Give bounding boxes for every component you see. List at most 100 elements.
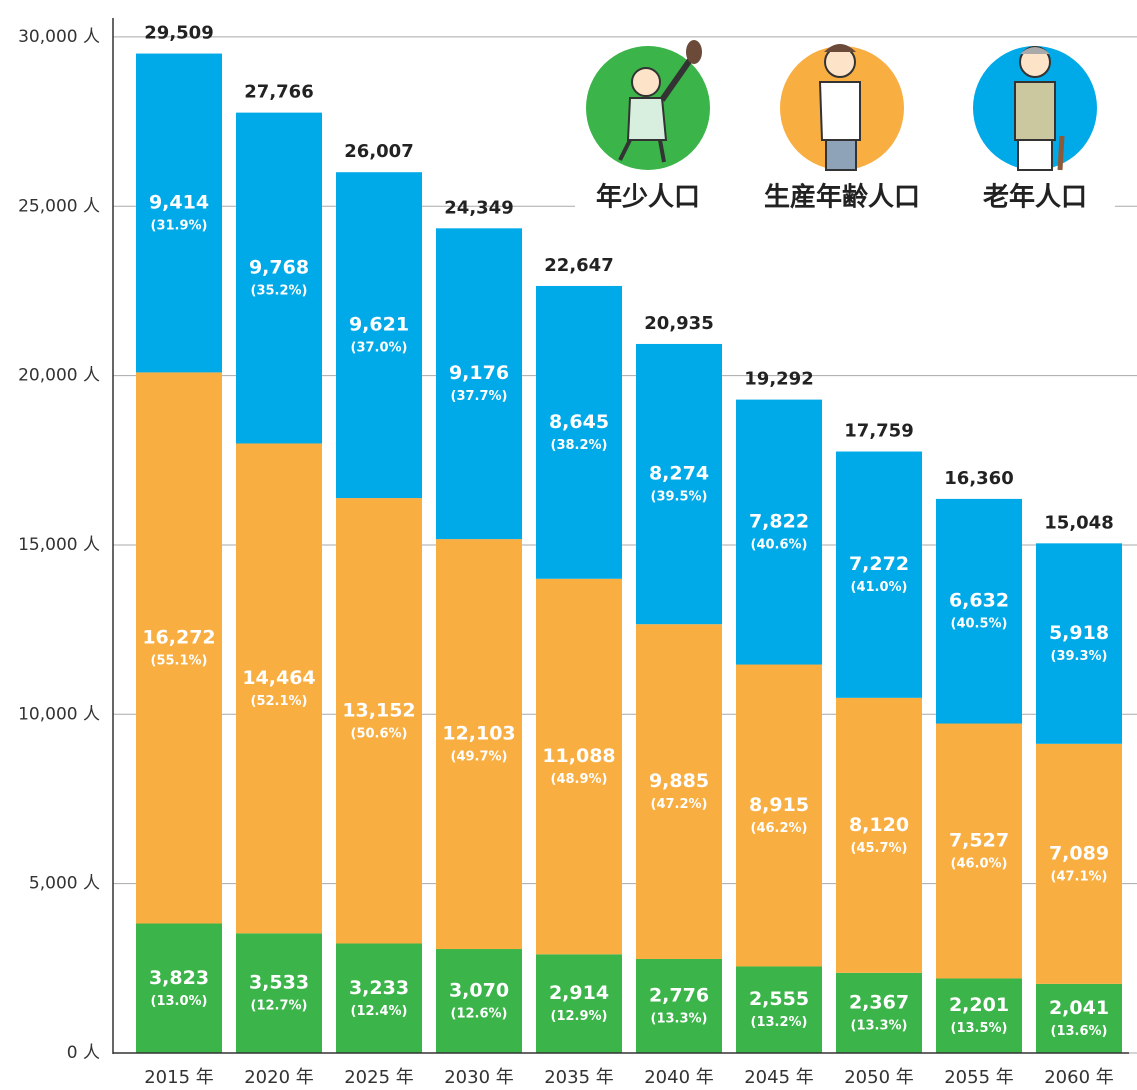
- value-label: 2,201: [949, 994, 1009, 1016]
- share-label: (46.0%): [951, 856, 1008, 871]
- value-label: 7,272: [849, 553, 909, 575]
- share-label: (13.2%): [751, 1015, 808, 1030]
- share-label: (13.3%): [851, 1018, 908, 1033]
- bar-segment: [636, 343, 722, 625]
- bar-segment: [436, 228, 522, 540]
- legend-label: 年少人口: [596, 182, 700, 213]
- x-tick-label: 2045 年: [744, 1067, 814, 1088]
- bar-segment: [736, 664, 822, 967]
- total-label: 27,766: [244, 82, 313, 103]
- share-label: (37.0%): [351, 341, 408, 356]
- x-tick-label: 2060 年: [1044, 1067, 1114, 1088]
- share-label: (39.3%): [1051, 649, 1108, 664]
- legend-icon: [780, 44, 904, 171]
- legend-backdrop: [575, 178, 1115, 218]
- share-label: (41.0%): [851, 580, 908, 595]
- value-label: 2,776: [649, 984, 709, 1006]
- legend-label: 老年人口: [983, 182, 1087, 213]
- value-label: 9,885: [649, 770, 709, 792]
- value-label: 5,918: [1049, 622, 1109, 644]
- x-tick-label: 2055 年: [944, 1067, 1014, 1088]
- bar-segment: [336, 172, 422, 499]
- bar-segment: [136, 923, 222, 1053]
- total-label: 22,647: [544, 255, 613, 276]
- bar-segment: [136, 372, 222, 924]
- value-label: 2,041: [1049, 997, 1109, 1019]
- value-label: 8,274: [649, 463, 709, 485]
- x-tick-label: 2015 年: [144, 1067, 214, 1088]
- x-tick-label: 2040 年: [644, 1067, 714, 1088]
- bar-segment: [836, 451, 922, 698]
- value-label: 11,088: [542, 745, 615, 767]
- x-tick-label: 2025 年: [344, 1067, 414, 1088]
- legend: 年少人口 生産年齢人口 老年人口: [575, 40, 1115, 218]
- value-label: 8,645: [549, 411, 609, 433]
- legend-icon: [973, 46, 1097, 171]
- share-label: (47.1%): [1051, 869, 1108, 884]
- value-label: 8,120: [849, 814, 909, 836]
- value-label: 9,768: [249, 257, 309, 279]
- value-label: 13,152: [342, 699, 415, 721]
- value-label: 3,233: [349, 977, 409, 999]
- share-label: (48.9%): [551, 772, 608, 787]
- value-label: 16,272: [142, 626, 215, 648]
- value-label: 3,533: [249, 972, 309, 994]
- share-label: (12.6%): [451, 1007, 508, 1022]
- value-label: 7,089: [1049, 842, 1109, 864]
- share-label: (50.6%): [351, 726, 408, 741]
- bar-segment: [336, 498, 422, 944]
- total-label: 17,759: [844, 421, 913, 442]
- share-label: (55.1%): [151, 653, 208, 668]
- bar-segment: [736, 399, 822, 665]
- total-label: 20,935: [644, 313, 713, 334]
- bar-segment: [536, 578, 622, 955]
- share-label: (37.7%): [451, 389, 508, 404]
- bar-segment: [1036, 983, 1122, 1053]
- bar-segment: [936, 978, 1022, 1053]
- bar-segment: [336, 943, 422, 1053]
- bar-segment: [536, 954, 622, 1053]
- share-label: (31.9%): [151, 218, 208, 233]
- x-tick-label: 2050 年: [844, 1067, 914, 1088]
- y-tick-label: 5,000 人: [29, 874, 100, 894]
- bar-segment: [236, 443, 322, 934]
- value-label: 7,527: [949, 829, 1009, 851]
- bar-segment: [736, 966, 822, 1053]
- value-label: 6,632: [949, 590, 1009, 612]
- bar-segment: [836, 697, 922, 973]
- value-label: 3,823: [149, 967, 209, 989]
- x-tick-label: 2030 年: [444, 1067, 514, 1088]
- x-tick-label: 2035 年: [544, 1067, 614, 1088]
- bar-segment: [136, 53, 222, 373]
- value-label: 12,103: [442, 723, 515, 745]
- share-label: (12.7%): [251, 999, 308, 1014]
- total-label: 26,007: [344, 141, 413, 162]
- share-label: (45.7%): [851, 841, 908, 856]
- share-label: (35.2%): [251, 284, 308, 299]
- share-label: (13.3%): [651, 1011, 708, 1026]
- bar-segment: [536, 285, 622, 579]
- value-label: 9,621: [349, 314, 409, 336]
- share-label: (39.5%): [651, 490, 708, 505]
- share-label: (49.7%): [451, 750, 508, 765]
- y-tick-label: 10,000 人: [18, 704, 100, 724]
- share-label: (40.6%): [751, 538, 808, 553]
- share-label: (47.2%): [651, 797, 708, 812]
- total-label: 16,360: [944, 468, 1013, 489]
- legend-icon: [586, 40, 710, 170]
- bar-segment: [436, 949, 522, 1053]
- x-tick-label: 2020 年: [244, 1067, 314, 1088]
- bar-segment: [1036, 743, 1122, 984]
- legend-label: 生産年齢人口: [764, 182, 920, 213]
- total-label: 29,509: [144, 23, 213, 44]
- bar-segment: [236, 112, 322, 444]
- value-label: 9,414: [149, 191, 209, 213]
- share-label: (12.4%): [351, 1004, 408, 1019]
- total-label: 15,048: [1044, 512, 1113, 533]
- value-label: 7,822: [749, 511, 809, 533]
- value-label: 2,367: [849, 991, 909, 1013]
- value-label: 9,176: [449, 362, 509, 384]
- y-tick-label: 0 人: [67, 1043, 100, 1063]
- value-label: 2,914: [549, 982, 609, 1004]
